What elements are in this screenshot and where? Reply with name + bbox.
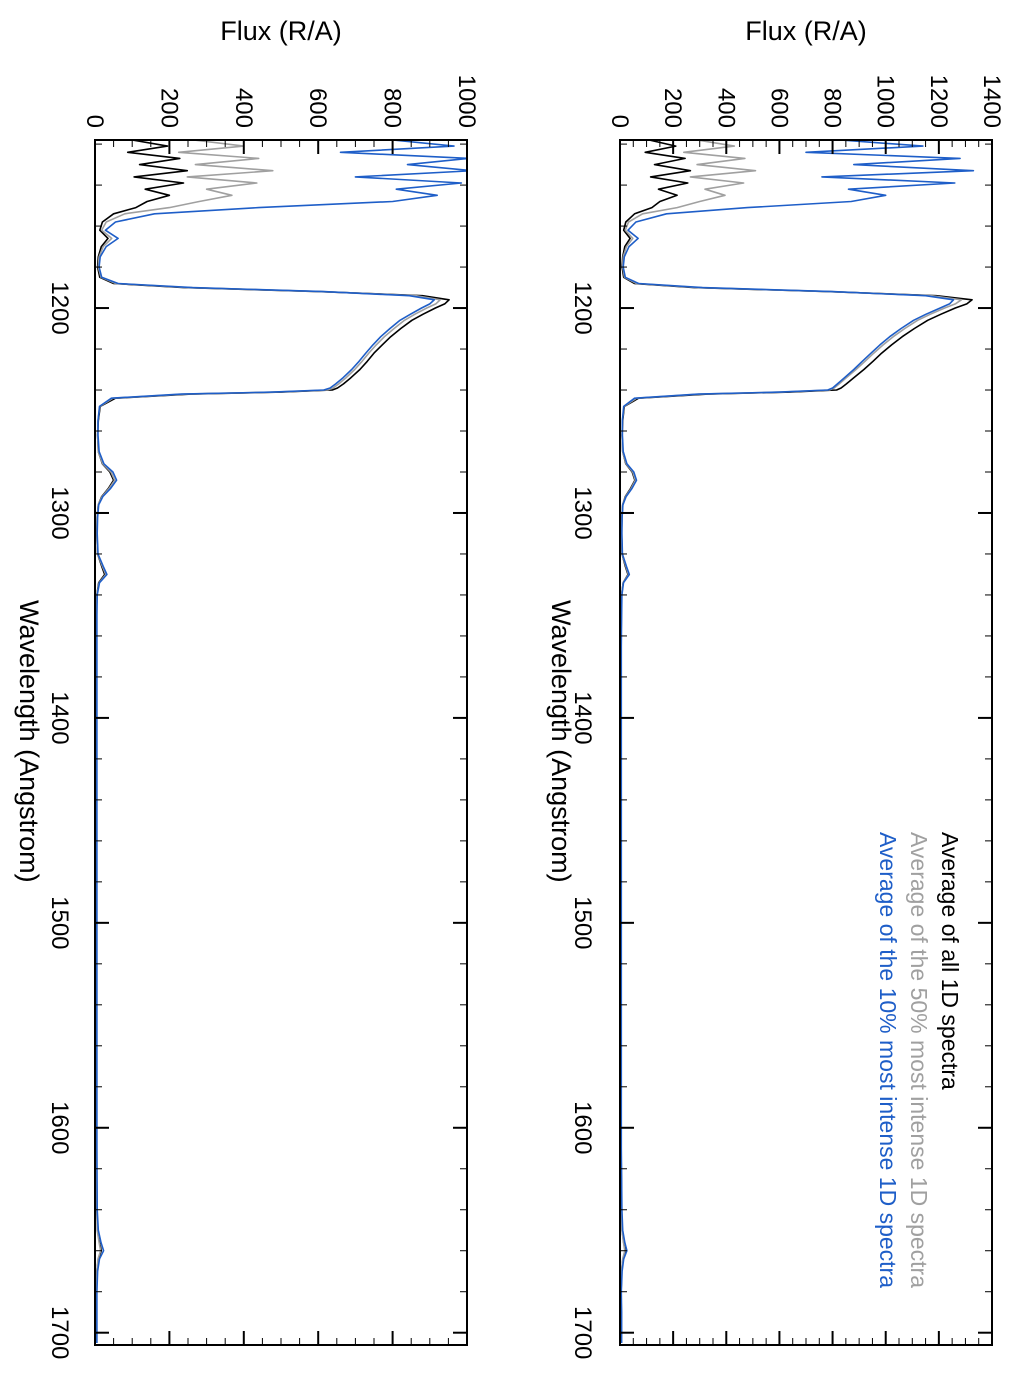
wavelength-tick-label: 1400	[46, 691, 73, 744]
spectrum-line-avg-10pct	[96, 140, 467, 1343]
wavelength-tick-label: 1200	[569, 281, 596, 334]
wavelength-tick-label: 1400	[569, 691, 596, 744]
flux-tick-label: 200	[155, 88, 182, 128]
wavelength-tick-label: 1300	[46, 486, 73, 539]
wavelength-tick-label: 1500	[569, 896, 596, 949]
spectrum-plot-right: 0 200 400 600 800 1000 1200 1400 1200 1300 1400 150…	[569, 75, 1005, 1360]
wavelength-tick-label: 1600	[46, 1101, 73, 1154]
flux-tick-label: 800	[379, 88, 406, 128]
legend-item-avg-10pct: Average of the 10% most intense 1D spect…	[875, 832, 901, 1289]
flux-tick-label: 0	[81, 115, 108, 128]
flux-tick-label: 800	[819, 88, 846, 128]
flux-tick-label: 1000	[872, 75, 899, 128]
wavelength-tick-label: 1200	[46, 281, 73, 334]
spectrum-line-avg-50pct	[95, 140, 442, 1343]
wavelength-tick-label: 1500	[46, 896, 73, 949]
plot-box	[619, 139, 993, 1346]
flux-tick-label: 0	[606, 115, 633, 128]
legend-item-avg-50pct: Average of the 50% most intense 1D spect…	[906, 832, 932, 1289]
flux-tick-label: 1400	[978, 75, 1005, 128]
flux-axis-title-right: Flux (R/A)	[745, 16, 867, 46]
wavelength-tick-label: 1700	[569, 1306, 596, 1359]
wavelength-tick-label: 1300	[569, 486, 596, 539]
flux-tick-label: 1200	[925, 75, 952, 128]
wavelength-tick-label: 1600	[569, 1101, 596, 1154]
spectrum-line-avg-all	[95, 140, 450, 1343]
flux-tick-label: 1000	[453, 75, 480, 128]
spectrum-line-avg-10pct	[620, 140, 975, 1343]
flux-axis-title-left: Flux (R/A)	[220, 16, 342, 46]
legend-item-avg-all: Average of all 1D spectra	[937, 832, 963, 1090]
flux-tick-label: 200	[659, 88, 686, 128]
flux-tick-label: 600	[765, 88, 792, 128]
flux-tick-label: 400	[230, 88, 257, 128]
wavelength-tick-label: 1700	[46, 1306, 73, 1359]
flux-tick-label: 400	[712, 88, 739, 128]
spectrum-plot-left: 0 200 400 600 800 1000 1200 1300 1400 1500 1600 170…	[46, 75, 480, 1360]
flux-tick-label: 600	[304, 88, 331, 128]
